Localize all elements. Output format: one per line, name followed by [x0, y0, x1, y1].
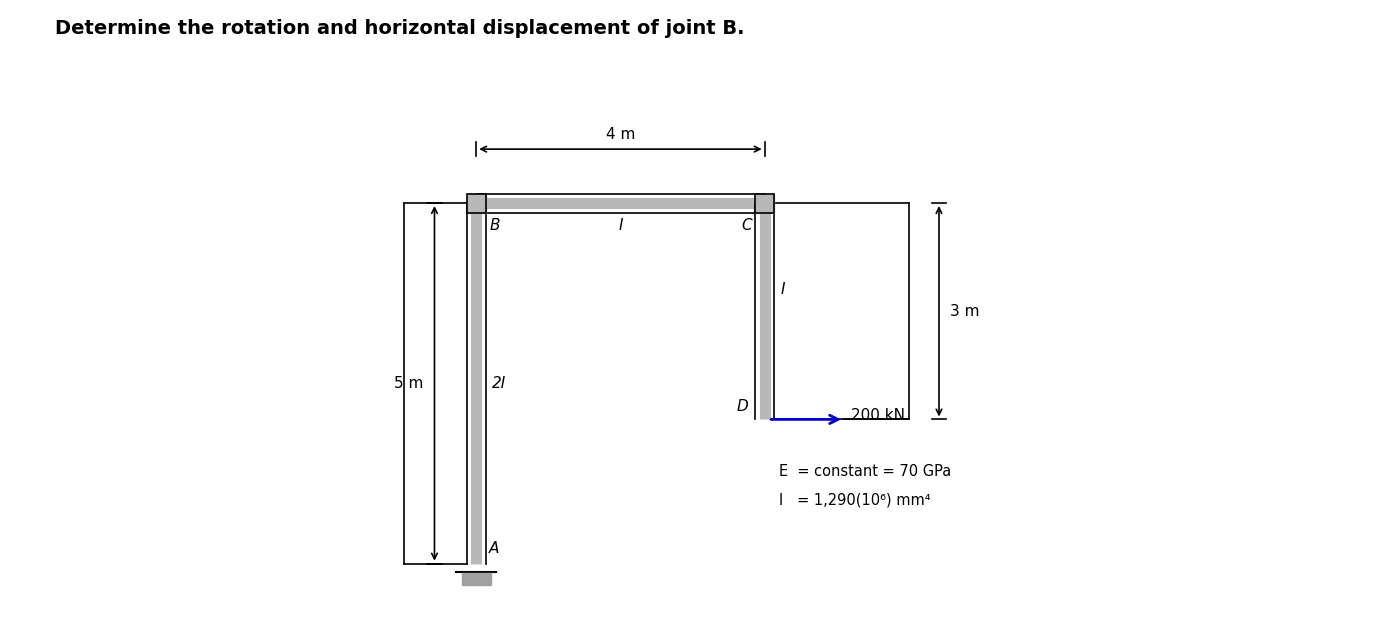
Text: I: I [780, 282, 785, 297]
Bar [755, 194, 774, 213]
Text: B: B [489, 218, 500, 233]
Bar [467, 194, 486, 213]
Text: I   = 1,290(10⁶) mm⁴: I = 1,290(10⁶) mm⁴ [778, 493, 931, 508]
Bar [755, 194, 774, 213]
Text: C: C [741, 218, 752, 233]
Text: I: I [618, 218, 623, 233]
Text: E  = constant = 70 GPa: E = constant = 70 GPa [778, 464, 951, 479]
Text: 2I: 2I [492, 376, 507, 391]
Text: A: A [489, 542, 500, 556]
Bar [467, 194, 486, 213]
Bar [461, 572, 490, 585]
Text: 3 m: 3 m [950, 304, 979, 319]
Text: D: D [737, 399, 749, 414]
Text: 200 kN: 200 kN [850, 408, 904, 423]
Text: 4 m: 4 m [605, 127, 636, 142]
Text: Determine the rotation and horizontal displacement of joint B.: Determine the rotation and horizontal di… [55, 19, 745, 38]
Text: 5 m: 5 m [395, 376, 424, 391]
